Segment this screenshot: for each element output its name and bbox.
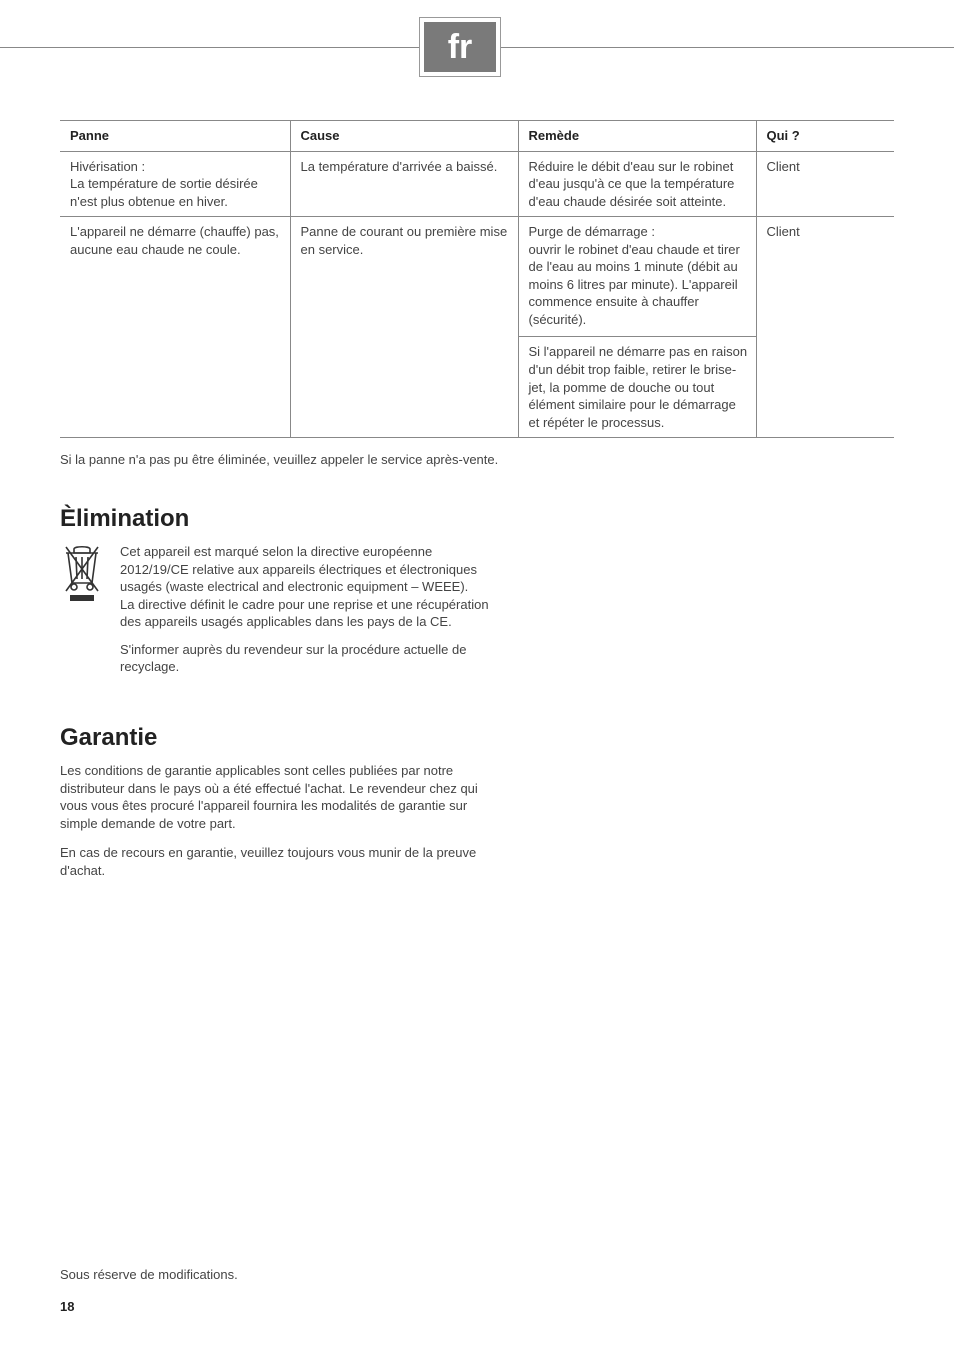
elimination-block: Cet appareil est marqué selon la directi… (60, 543, 490, 686)
page-content: Panne Cause Remède Qui ? Hivérisation : … (60, 120, 894, 891)
cell-panne: L'appareil ne démarre (chauffe) pas, auc… (60, 217, 290, 438)
language-badge: fr (420, 18, 500, 76)
garantie-block: Les conditions de garantie applicables s… (60, 762, 490, 879)
col-qui: Qui ? (756, 121, 894, 152)
cell-remede: Réduire le débit d'eau sur le robinet d'… (518, 151, 756, 217)
cell-remede-a: Purge de démarrage : ouvrir le robinet d… (519, 217, 756, 337)
cell-remede: Purge de démarrage : ouvrir le robinet d… (518, 217, 756, 438)
col-panne: Panne (60, 121, 290, 152)
cell-cause: La température d'arrivée a baissé. (290, 151, 518, 217)
page-number: 18 (60, 1299, 74, 1314)
cell-cause: Panne de courant ou première mise en ser… (290, 217, 518, 438)
garantie-para-2: En cas de recours en garantie, veuillez … (60, 844, 490, 879)
elimination-para-1: Cet appareil est marqué selon la directi… (120, 543, 490, 631)
elimination-para-2: S'informer auprès du revendeur sur la pr… (120, 641, 490, 676)
col-remede: Remède (518, 121, 756, 152)
elimination-text: Cet appareil est marqué selon la directi… (120, 543, 490, 686)
table-row: L'appareil ne démarre (chauffe) pas, auc… (60, 217, 894, 438)
cell-remede-b: Si l'appareil ne démarre pas en raison d… (519, 337, 756, 437)
after-table-note: Si la panne n'a pas pu être éliminée, ve… (60, 452, 894, 467)
heading-elimination: Èlimination (60, 505, 894, 533)
garantie-para-1: Les conditions de garantie applicables s… (60, 762, 490, 832)
cell-qui: Client (756, 151, 894, 217)
weee-icon (60, 543, 104, 603)
heading-garantie: Garantie (60, 724, 894, 752)
troubleshooting-table: Panne Cause Remède Qui ? Hivérisation : … (60, 120, 894, 438)
header-rule-left (0, 47, 420, 48)
table-row: Hivérisation : La température de sortie … (60, 151, 894, 217)
cell-qui: Client (756, 217, 894, 438)
table-header-row: Panne Cause Remède Qui ? (60, 121, 894, 152)
col-cause: Cause (290, 121, 518, 152)
footer-note: Sous réserve de modifications. (60, 1267, 238, 1282)
header-rule-right (500, 47, 954, 48)
cell-panne: Hivérisation : La température de sortie … (60, 151, 290, 217)
